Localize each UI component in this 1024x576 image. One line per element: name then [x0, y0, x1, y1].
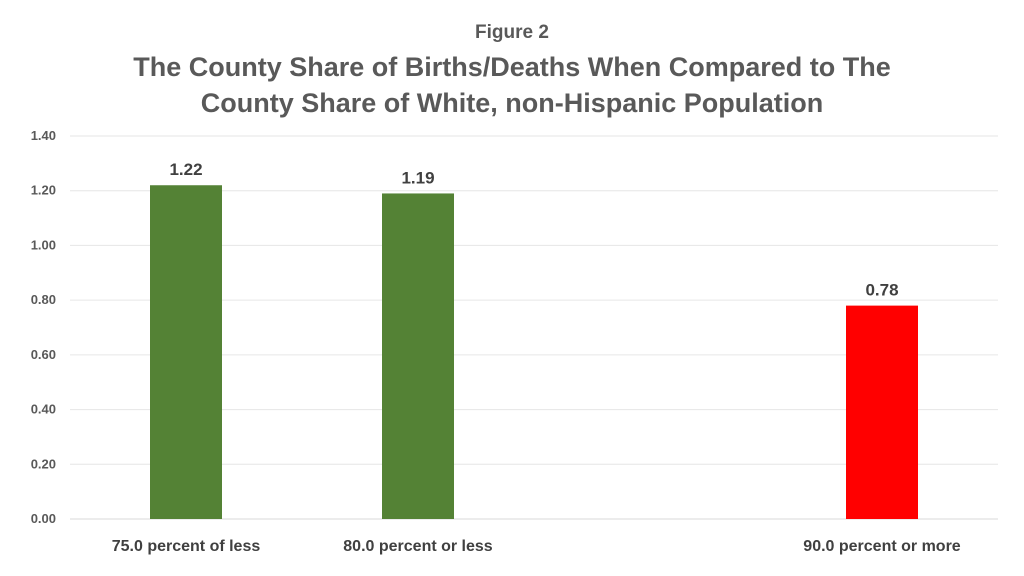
y-tick-label: 0.60 — [31, 347, 56, 362]
y-tick-label: 0.20 — [31, 456, 56, 471]
x-category-label: 80.0 percent or less — [343, 538, 493, 555]
bar — [846, 305, 918, 519]
bar — [150, 185, 222, 519]
y-tick-label: 0.80 — [31, 292, 56, 307]
y-tick-label: 0.40 — [31, 402, 56, 417]
y-tick-label: 0.00 — [31, 511, 56, 526]
x-category-label: 75.0 percent of less — [112, 538, 261, 555]
data-label: 1.19 — [401, 168, 434, 187]
data-label: 1.22 — [169, 160, 202, 179]
y-tick-label: 1.40 — [31, 128, 56, 143]
figure-label: Figure 2 — [475, 22, 549, 43]
data-label: 0.78 — [865, 281, 898, 300]
y-tick-label: 1.00 — [31, 237, 56, 252]
x-category-label: 90.0 percent or more — [803, 538, 961, 555]
y-tick-label: 1.20 — [31, 183, 56, 198]
bar — [382, 193, 454, 519]
chart-title: The County Share of Births/Deaths When C… — [133, 52, 891, 118]
